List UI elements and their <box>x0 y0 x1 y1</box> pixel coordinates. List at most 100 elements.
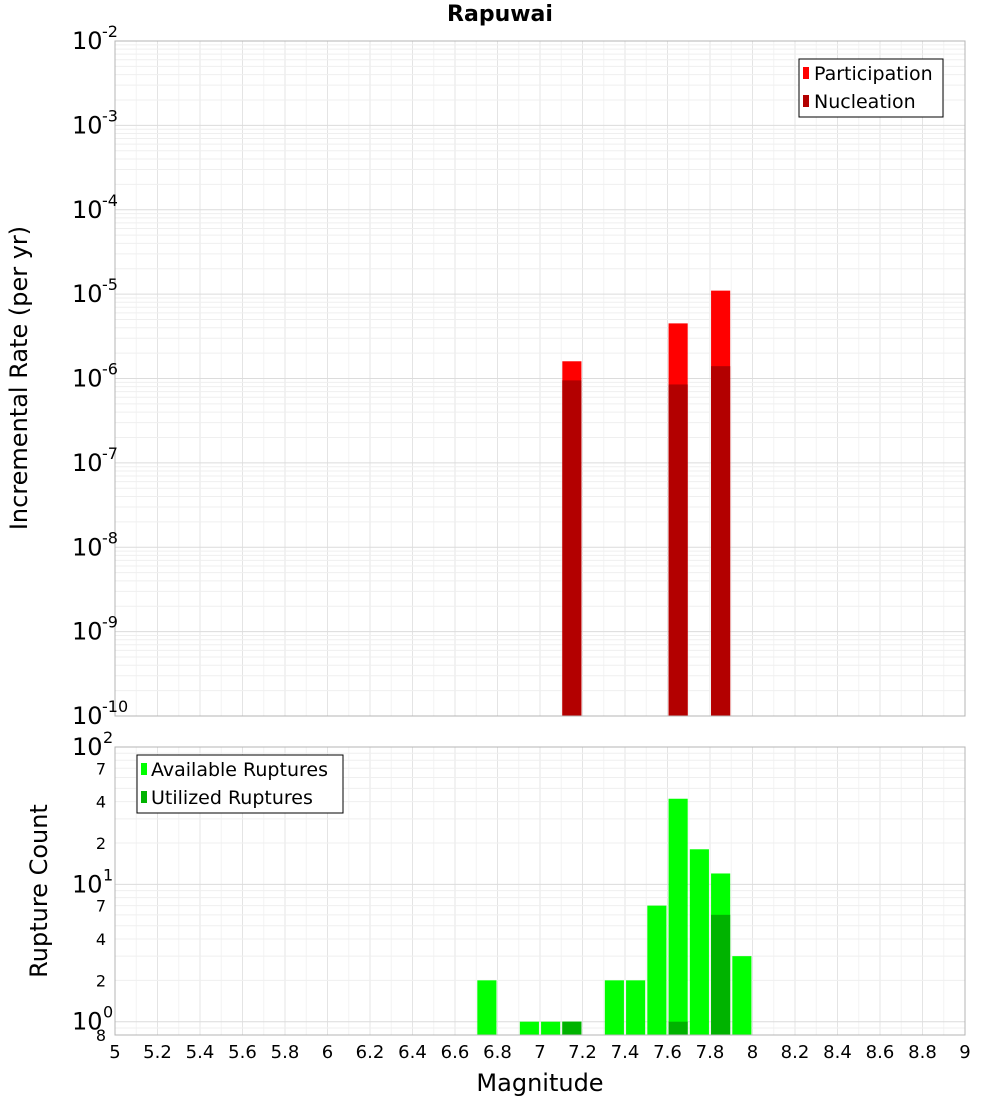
top-panel-bars <box>562 290 731 716</box>
legend-label-nucleation: Nucleation <box>814 91 916 113</box>
x-tick-label: 6.8 <box>483 1042 512 1063</box>
top-panel-grid <box>114 41 966 717</box>
y-tick-exponent: -6 <box>102 360 118 379</box>
top-legend-box <box>798 58 944 118</box>
x-tick-label: 5.4 <box>186 1042 215 1063</box>
bar-available-ruptures <box>668 798 688 1035</box>
y-tick-base: 10 <box>72 111 103 139</box>
y-tick-label: 10 -5 <box>72 275 118 308</box>
y-tick-minor-label: 7 <box>96 759 106 778</box>
y-tick-label: 10 -4 <box>72 191 118 224</box>
y-tick-minor-label: 2 <box>96 834 106 853</box>
y-tick-exponent: -10 <box>102 697 128 716</box>
x-tick-label: 8.8 <box>908 1042 937 1063</box>
x-tick-label: 6 <box>322 1042 333 1063</box>
x-tick-label: 7.4 <box>611 1042 640 1063</box>
bar-available-ruptures <box>541 1021 561 1035</box>
y-tick-minor-label: 7 <box>96 897 106 916</box>
bottom-panel-frame <box>114 746 966 1036</box>
x-tick-label: 8 <box>747 1042 758 1063</box>
legend-label-utilized-ruptures: Utilized Ruptures <box>151 787 313 809</box>
x-tick-label: 8.4 <box>823 1042 852 1063</box>
x-tick-label: 5.6 <box>228 1042 257 1063</box>
x-tick-label: 5.2 <box>143 1042 172 1063</box>
x-tick-label: 6.4 <box>398 1042 427 1063</box>
bar-available-ruptures <box>477 980 497 1035</box>
top-panel-frame <box>114 40 966 717</box>
legend-label-participation: Participation <box>814 63 933 85</box>
bar-nucleation <box>562 380 582 716</box>
y-tick-minor-label: 4 <box>96 930 106 949</box>
y-tick-label: 10 -6 <box>72 360 118 393</box>
legend-swatch-nucleation <box>803 95 809 107</box>
x-tick-label: 9 <box>959 1042 970 1063</box>
y-tick-label: 10 2 <box>72 728 113 761</box>
y-tick-base: 10 <box>72 196 103 224</box>
y-tick-base: 10 <box>72 702 103 730</box>
x-tick-label: 6.6 <box>441 1042 470 1063</box>
y-tick-base: 10 <box>72 533 103 561</box>
y-tick-base: 10 <box>72 449 103 477</box>
y-tick-label: 10 1 <box>72 865 113 898</box>
y-tick-exponent: -7 <box>102 444 118 463</box>
top-legend: Participation Nucleation <box>798 58 944 118</box>
bottom-panel-bars <box>477 798 752 1035</box>
x-tick-label: 8.6 <box>866 1042 895 1063</box>
y-tick-minor-label: 2 <box>96 971 106 990</box>
chart-title: Rapuwai <box>447 2 553 27</box>
y-tick-label: 10 -2 <box>72 22 118 55</box>
y-tick-base: 10 <box>72 280 103 308</box>
y-tick-exponent: -5 <box>102 275 118 294</box>
bar-nucleation <box>711 366 731 716</box>
y-tick-base: 10 <box>72 618 103 646</box>
y-tick-exponent: -4 <box>102 191 118 210</box>
bar-available-ruptures <box>604 980 624 1035</box>
bar-available-ruptures <box>626 980 646 1035</box>
x-tick-label: 8.2 <box>781 1042 810 1063</box>
bar-nucleation <box>668 384 688 716</box>
top-y-tick-labels: 10-210-310-410-510-610-710-810-910-10 <box>72 22 128 730</box>
y-tick-exponent: 2 <box>103 728 113 747</box>
x-tick-label: 5 <box>109 1042 120 1063</box>
bar-utilized-ruptures <box>562 1021 582 1035</box>
y-tick-exponent: 1 <box>103 865 113 884</box>
y-tick-base: 10 <box>72 365 103 393</box>
y-tick-base: 10 <box>72 870 103 898</box>
y-tick-label: 10 -10 <box>72 697 128 730</box>
bar-available-ruptures <box>689 849 709 1035</box>
y-tick-minor-label: 4 <box>96 793 106 812</box>
x-tick-label: 5.8 <box>271 1042 300 1063</box>
x-tick-label: 7.6 <box>653 1042 682 1063</box>
bar-available-ruptures <box>732 956 752 1035</box>
bar-available-ruptures <box>647 905 667 1035</box>
y-tick-label: 10 0 <box>72 1003 113 1036</box>
legend-label-available-ruptures: Available Ruptures <box>151 759 328 781</box>
bar-utilized-ruptures <box>668 1021 688 1035</box>
y-tick-base: 10 <box>72 1008 103 1036</box>
bottom-y-axis-label: Rupture Count <box>25 804 53 978</box>
bottom-legend: Available Ruptures Utilized Ruptures <box>136 754 344 814</box>
y-tick-exponent: -9 <box>102 613 118 632</box>
y-tick-base: 10 <box>72 733 103 761</box>
bottom-legend-box <box>136 754 344 814</box>
y-tick-label: 10 -9 <box>72 613 118 646</box>
y-tick-base: 10 <box>72 27 103 55</box>
y-tick-exponent: -8 <box>102 528 118 547</box>
bar-available-ruptures <box>519 1021 539 1035</box>
y-tick-exponent: -3 <box>102 106 118 125</box>
legend-swatch-utilized-ruptures <box>141 791 147 803</box>
x-tick-label: 7.8 <box>696 1042 725 1063</box>
y-tick-minor-label: 8 <box>96 1026 106 1045</box>
y-tick-exponent: -2 <box>102 22 118 41</box>
x-tick-label: 7.2 <box>568 1042 597 1063</box>
x-tick-labels: 5 5.2 5.4 5.6 5.8 6 6.2 6.4 6.6 6.8 7 7.2 7.4 7.6 7.8 8… <box>109 1042 970 1063</box>
x-tick-label: 6.2 <box>356 1042 385 1063</box>
legend-swatch-participation <box>803 67 809 79</box>
x-tick-label: 7 <box>534 1042 545 1063</box>
x-axis-label: Magnitude <box>476 1069 603 1097</box>
bar-utilized-ruptures <box>711 914 731 1035</box>
y-tick-label: 10 -3 <box>72 106 118 139</box>
y-tick-label: 10 -8 <box>72 528 118 561</box>
